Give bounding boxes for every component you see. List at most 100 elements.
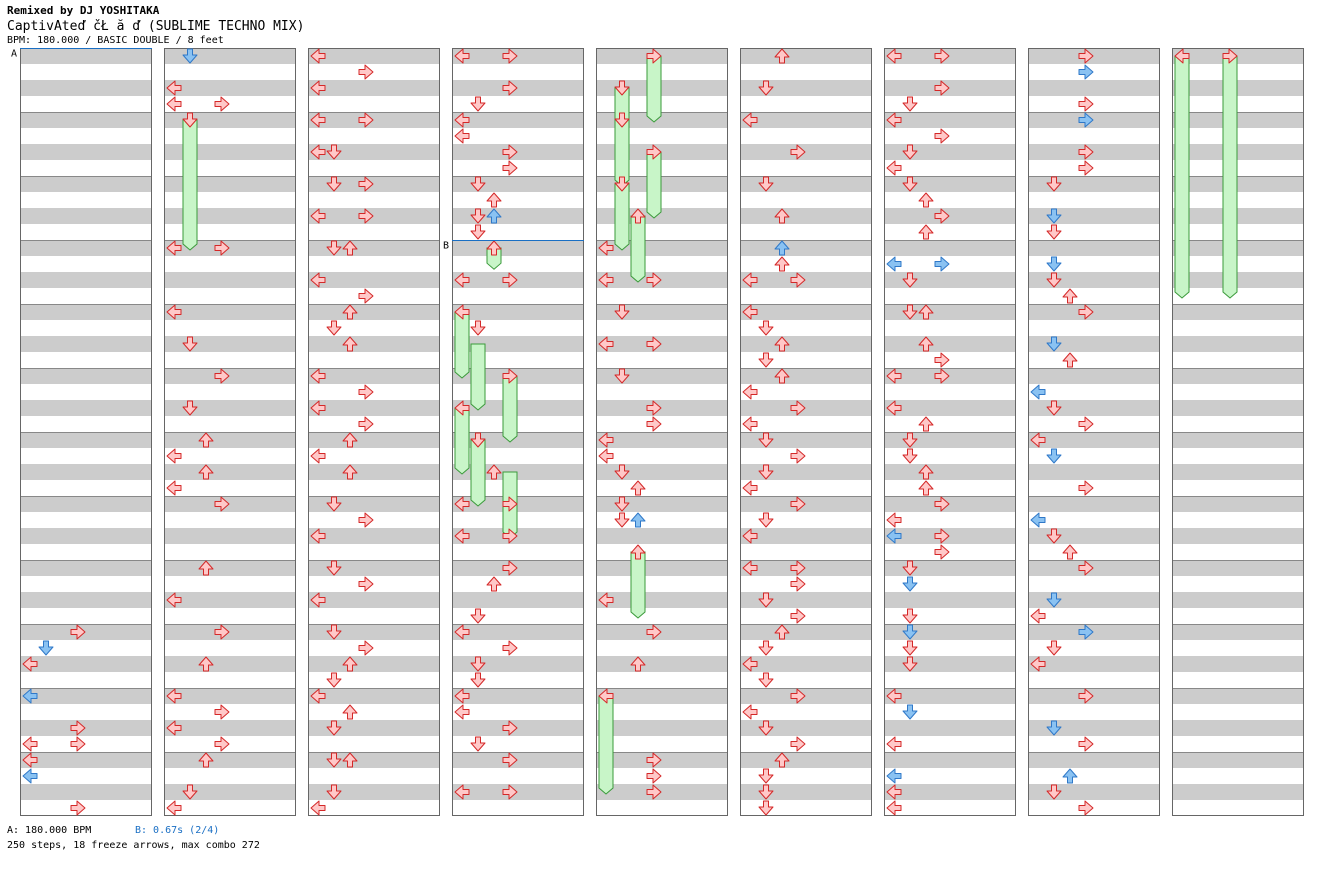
- beat-band: [1028, 688, 1160, 704]
- beat-band: [1028, 560, 1160, 576]
- beat-band: [884, 336, 1016, 352]
- beat-band: [1172, 592, 1304, 608]
- beat-band: [308, 208, 440, 224]
- beat-band: [1172, 560, 1304, 576]
- beat-band: [20, 496, 152, 512]
- measure-column: [308, 48, 440, 816]
- freeze-arrow-left: [1174, 55, 1190, 299]
- beat-band: [164, 464, 296, 480]
- beat-band: [884, 48, 1016, 64]
- beat-band: [308, 304, 440, 320]
- beat-band: [1172, 432, 1304, 448]
- beat-band: [164, 784, 296, 800]
- beat-band: [20, 624, 152, 640]
- beat-band: [1172, 112, 1304, 128]
- beat-band: [596, 432, 728, 448]
- beat-band: [1028, 400, 1160, 416]
- beat-band: [740, 528, 872, 544]
- beat-band: [308, 720, 440, 736]
- beat-band: [1028, 240, 1160, 256]
- beat-band: [1172, 720, 1304, 736]
- beat-band: [164, 432, 296, 448]
- beat-band: [1028, 528, 1160, 544]
- beat-band: [20, 176, 152, 192]
- bpm-marker-a: A: 180.000 BPM: [7, 825, 92, 836]
- beat-band: [164, 560, 296, 576]
- beat-band: [308, 336, 440, 352]
- beat-band: [308, 400, 440, 416]
- beat-band: [884, 272, 1016, 288]
- beat-band: [596, 720, 728, 736]
- beat-band: [596, 784, 728, 800]
- beat-band: [164, 400, 296, 416]
- beat-band: [164, 48, 296, 64]
- beat-band: [20, 272, 152, 288]
- beat-band: [164, 368, 296, 384]
- beat-band: [20, 720, 152, 736]
- beat-band: [1028, 48, 1160, 64]
- beat-band: [596, 656, 728, 672]
- beat-band: [740, 784, 872, 800]
- beat-band: [596, 272, 728, 288]
- beat-band: [884, 560, 1016, 576]
- beat-band: [884, 464, 1016, 480]
- beat-band: [1172, 304, 1304, 320]
- beat-band: [1028, 272, 1160, 288]
- beat-band: [596, 336, 728, 352]
- beat-band: [452, 304, 584, 320]
- beat-band: [308, 240, 440, 256]
- beat-band: [1172, 48, 1304, 64]
- beat-band: [740, 208, 872, 224]
- beat-band: [164, 304, 296, 320]
- beat-band: [740, 624, 872, 640]
- beat-band: [164, 336, 296, 352]
- beat-band: [884, 80, 1016, 96]
- beat-band: [164, 688, 296, 704]
- beat-band: [740, 464, 872, 480]
- beat-band: [308, 624, 440, 640]
- beat-band: [164, 624, 296, 640]
- beat-band: [452, 784, 584, 800]
- beat-band: [452, 208, 584, 224]
- beat-band: [740, 240, 872, 256]
- beat-band: [1172, 656, 1304, 672]
- chart-stats: 250 steps, 18 freeze arrows, max combo 2…: [7, 840, 260, 851]
- freeze-arrow-up: [630, 551, 646, 619]
- beat-band: [1028, 112, 1160, 128]
- beat-band: [20, 592, 152, 608]
- beat-band: [740, 80, 872, 96]
- freeze-arrow-right: [1222, 55, 1238, 299]
- beat-band: [740, 336, 872, 352]
- column-border: [308, 48, 440, 816]
- beat-band: [1028, 720, 1160, 736]
- beat-band: [740, 176, 872, 192]
- beat-band: [1172, 400, 1304, 416]
- beat-band: [308, 464, 440, 480]
- beat-band: [596, 688, 728, 704]
- beat-band: [1028, 464, 1160, 480]
- beat-band: [20, 752, 152, 768]
- beat-band: [884, 432, 1016, 448]
- column-border: [884, 48, 1016, 816]
- beat-band: [164, 720, 296, 736]
- beat-band: [452, 560, 584, 576]
- beat-band: [884, 112, 1016, 128]
- measure-column: [740, 48, 872, 816]
- beat-band: [740, 592, 872, 608]
- beat-band: [1028, 496, 1160, 512]
- beat-band: [452, 720, 584, 736]
- beat-band: [308, 688, 440, 704]
- column-border: [1172, 48, 1304, 816]
- beat-band: [308, 176, 440, 192]
- beat-band: [1172, 464, 1304, 480]
- beat-band: [1172, 624, 1304, 640]
- beat-band: [20, 560, 152, 576]
- beat-band: [884, 624, 1016, 640]
- beat-band: [596, 624, 728, 640]
- beat-band: [596, 464, 728, 480]
- beat-band: [164, 528, 296, 544]
- beat-band: [1172, 272, 1304, 288]
- beat-band: [164, 656, 296, 672]
- beat-band: [884, 752, 1016, 768]
- measure-column: [164, 48, 296, 816]
